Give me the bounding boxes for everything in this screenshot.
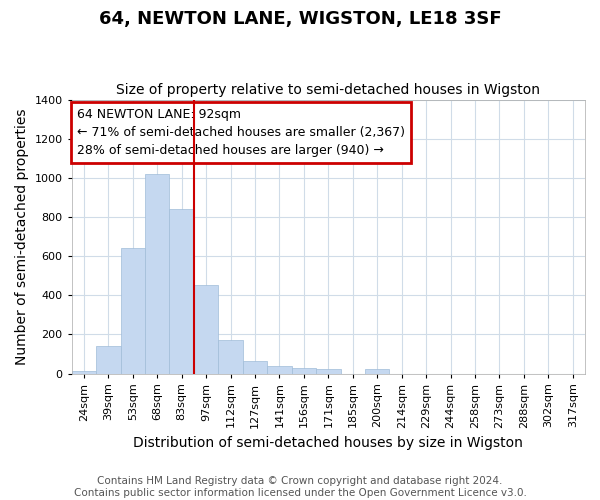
Bar: [145, 174, 169, 374]
Text: 64, NEWTON LANE, WIGSTON, LE18 3SF: 64, NEWTON LANE, WIGSTON, LE18 3SF: [98, 10, 502, 28]
Bar: [72, 370, 96, 374]
Bar: [365, 368, 389, 374]
Bar: [169, 209, 194, 374]
Bar: [121, 248, 145, 374]
Text: Contains HM Land Registry data © Crown copyright and database right 2024.
Contai: Contains HM Land Registry data © Crown c…: [74, 476, 526, 498]
Bar: [316, 368, 341, 374]
Title: Size of property relative to semi-detached houses in Wigston: Size of property relative to semi-detach…: [116, 83, 541, 97]
Y-axis label: Number of semi-detached properties: Number of semi-detached properties: [15, 108, 29, 365]
Text: 64 NEWTON LANE: 92sqm
← 71% of semi-detached houses are smaller (2,367)
28% of s: 64 NEWTON LANE: 92sqm ← 71% of semi-deta…: [77, 108, 405, 157]
Bar: [267, 366, 292, 374]
Bar: [292, 368, 316, 374]
Bar: [218, 340, 243, 374]
X-axis label: Distribution of semi-detached houses by size in Wigston: Distribution of semi-detached houses by …: [133, 436, 523, 450]
Bar: [194, 286, 218, 374]
Bar: [96, 346, 121, 374]
Bar: [243, 361, 267, 374]
